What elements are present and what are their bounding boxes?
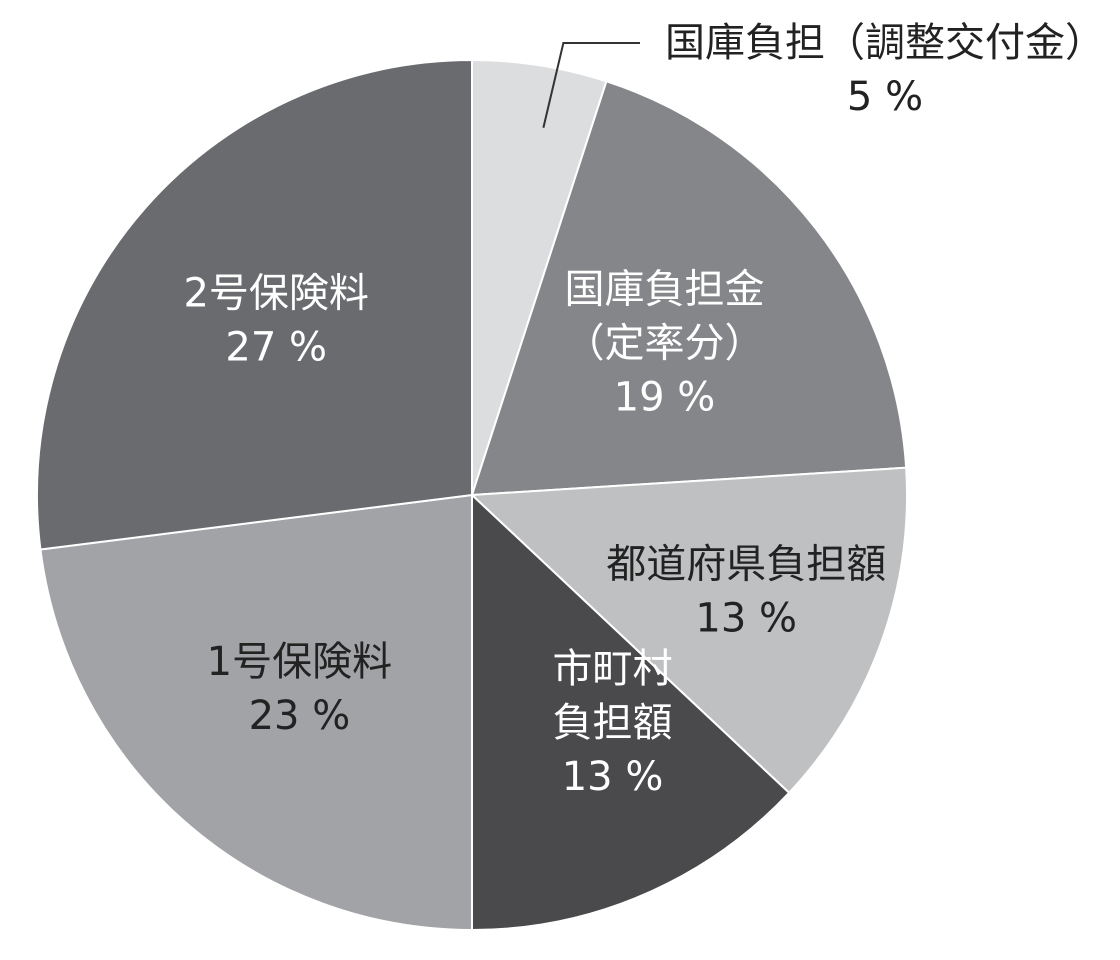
pie-slice-1	[470, 80, 908, 497]
slice-label-1: 国庫負担金	[564, 267, 764, 313]
slice-value-label-1: 19 %	[614, 375, 716, 421]
pie-slice-4	[39, 493, 473, 932]
slice-label-5: 2号保険料	[183, 270, 368, 316]
pie-slice-2	[469, 466, 908, 795]
slice-value-label-3: 13 %	[562, 754, 664, 800]
pie-callouts: 国庫負担（調整交付金） 5 %	[542, 20, 1105, 129]
slice-value-label-4: 23 %	[249, 693, 351, 739]
slice-label-3: 市町村	[553, 646, 673, 692]
slice-value-label-5: 27 %	[225, 324, 327, 370]
slice-label-2: 都道府県負担額	[606, 542, 886, 588]
slice-value-label-2: 13 %	[695, 596, 797, 642]
callout-value-label: 5 %	[847, 74, 923, 120]
slice-label-4: 1号保険料	[207, 639, 392, 685]
callout-label-text: 国庫負担（調整交付金）	[665, 20, 1105, 66]
callout-leader-line	[542, 42, 640, 129]
slice-label-1: （定率分）	[564, 321, 764, 367]
slice-label-3: 負担額	[553, 700, 673, 746]
pie-slices	[36, 58, 908, 932]
pie-slice-5	[36, 58, 473, 551]
pie-slice-3	[471, 492, 791, 932]
